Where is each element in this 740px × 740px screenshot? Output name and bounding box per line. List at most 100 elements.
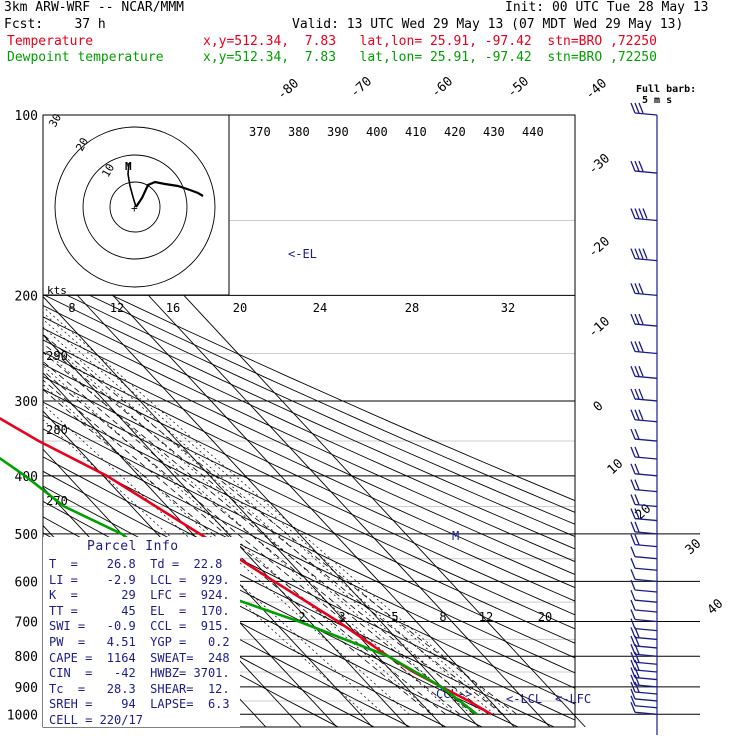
valid-time: Valid: 13 UTC Wed 29 May 13 (07 MDT Wed …	[292, 17, 684, 32]
wind-barb-feather	[638, 160, 644, 172]
hodograph-origin-marker: +	[131, 202, 138, 215]
dewpoint-legend: Dewpoint temperature	[7, 50, 164, 65]
isotherm-line	[43, 257, 480, 727]
wind-barb-shaft	[634, 350, 658, 355]
wind-barb-shaft	[634, 531, 658, 535]
wind-barb	[630, 160, 658, 174]
wind-barb-feather	[630, 446, 636, 458]
isotherm-label: -80	[275, 76, 302, 103]
isotherm-label: -50	[505, 74, 532, 101]
wind-barb-shaft	[634, 488, 658, 493]
wind-barb-feather	[638, 248, 644, 259]
wind-barb-shaft	[634, 661, 658, 665]
mixing-ratio-line	[43, 419, 366, 715]
moist-adiabat-line	[43, 379, 446, 715]
hodograph-ring	[54, 126, 216, 288]
barb-legend-label: Full barb:	[636, 84, 696, 95]
isotherm-line	[43, 219, 515, 727]
wind-barb	[630, 681, 658, 695]
wind-barb-shaft	[634, 691, 658, 695]
wind-barb-feather	[638, 283, 644, 294]
wind-barb-feather	[630, 651, 636, 663]
wind-barb-shaft	[634, 705, 658, 709]
wind-barb-shaft	[634, 398, 658, 402]
wind-barb-feather	[638, 366, 644, 377]
wind-barb-feather	[634, 248, 640, 259]
dry-adiabat-line	[43, 339, 575, 589]
wind-barb-feather	[634, 643, 640, 655]
wind-barb-shaft	[634, 589, 658, 593]
hodograph-trace	[127, 162, 137, 208]
pressure-label: 700	[15, 615, 38, 630]
isotherm-line	[43, 334, 409, 727]
mixing-ratio-label: 12	[110, 301, 124, 315]
wind-barb-shaft	[634, 556, 658, 560]
hodograph-ring-label: 20	[73, 136, 91, 154]
wind-barb-shaft	[634, 609, 658, 613]
wind-barb-shaft	[634, 627, 658, 632]
isotherm-label: -20	[586, 234, 613, 261]
dry-adiabat-line	[43, 283, 575, 525]
wind-barb-feather	[642, 248, 648, 259]
wind-barb	[630, 508, 658, 522]
wind-barb-feather	[634, 494, 640, 505]
wind-barb-feather	[638, 388, 644, 400]
wind-barb-feather	[634, 313, 640, 325]
model-title: 3km ARW-WRF -- NCAR/MMM	[4, 0, 185, 15]
wind-barb-shaft	[634, 503, 658, 508]
wind-barb-feather	[634, 160, 640, 172]
theta-label: 440	[522, 125, 544, 139]
wind-barb-feather	[634, 283, 640, 294]
hodograph-trace	[135, 180, 204, 208]
parcel-info-row: Tc = 28.3 SHEAR= 12.	[49, 681, 230, 696]
mixing-ratio-line	[43, 336, 472, 715]
mixing-ratio-line	[43, 365, 434, 715]
wind-barb-feather	[630, 558, 636, 569]
dry-adiabat-line	[43, 272, 575, 513]
isotherm-line	[43, 410, 338, 727]
wind-barb-shaft	[634, 258, 658, 262]
parcel-info-row: T = 26.8 Td = 22.8	[49, 557, 223, 571]
wind-barb-feather	[630, 208, 636, 219]
mixing-ratio-label: 8	[68, 301, 75, 315]
wind-barb-feather	[634, 681, 640, 693]
wind-barb	[630, 599, 658, 613]
wind-barb-feather	[630, 428, 636, 440]
wind-barb	[630, 313, 658, 327]
wind-barb-feather	[630, 618, 636, 629]
isotherm-label: -10	[586, 314, 613, 341]
mixing-ratio-label: 16	[166, 301, 180, 315]
parcel-info-row: CELL = 220/17	[49, 713, 143, 727]
dry-adiabat-line	[43, 305, 575, 550]
theta-label: 280	[46, 423, 68, 437]
wind-barb-feather	[634, 667, 640, 678]
wind-barb-feather	[630, 102, 636, 114]
mixing-ratio-label: 20	[233, 301, 247, 315]
wind-barb	[630, 534, 658, 548]
theta-label: 400	[366, 125, 388, 139]
wind-barb-feather	[634, 627, 640, 638]
wind-barb	[630, 627, 658, 641]
dewpoint-location: x,y=512.34, 7.83 lat,lon= 25.91, -97.42 …	[203, 50, 657, 65]
mixing-ratio-line	[43, 403, 385, 715]
wind-barb-feather	[634, 651, 640, 663]
parcel-info-panel: Parcel Info T = 26.8 Td = 22.8 LI = -2.9 …	[43, 537, 240, 727]
wind-barb	[630, 589, 658, 603]
wind-barb-feather	[630, 508, 636, 519]
wind-barb-feather	[634, 428, 640, 440]
wind-barb-feather	[630, 702, 636, 713]
pressure-label: 600	[15, 575, 38, 590]
wind-barb-shaft	[634, 456, 658, 460]
wind-barb	[630, 651, 658, 665]
wind-barb-shaft	[634, 698, 658, 702]
wind-barb-shaft	[634, 375, 658, 379]
isotherm-label: 40	[705, 596, 727, 618]
temperature-location: x,y=512.34, 7.83 lat,lon= 25.91, -97.42 …	[203, 34, 657, 49]
wind-barb-feather	[630, 589, 636, 601]
dry-adiabat-line	[43, 293, 575, 537]
pressure-label: 100	[15, 109, 38, 124]
wind-barb-feather	[630, 366, 636, 377]
wind-barb	[630, 494, 658, 508]
wind-barb-feather	[642, 208, 648, 219]
